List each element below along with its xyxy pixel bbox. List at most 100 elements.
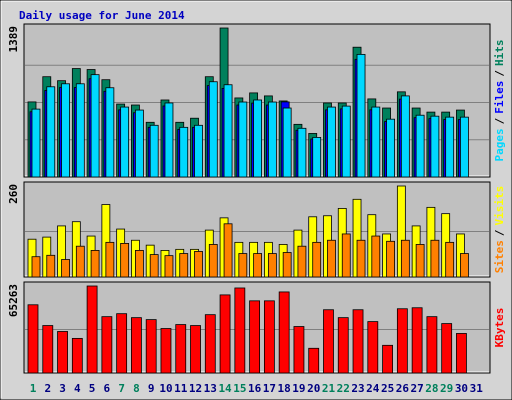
bar	[253, 253, 263, 278]
x-tick-label: 17	[263, 382, 276, 395]
bar	[120, 106, 130, 178]
x-tick-label: 6	[104, 382, 111, 395]
bar	[456, 333, 467, 374]
bar	[179, 126, 189, 178]
x-tick-label: 16	[248, 382, 262, 395]
bar	[101, 316, 113, 374]
x-tick-label: 4	[74, 382, 81, 395]
x-tick-label: 31	[470, 382, 484, 395]
bar	[164, 102, 174, 178]
x-tick-label: 18	[278, 382, 291, 395]
bar	[179, 253, 189, 278]
x-tick-label: 15	[233, 382, 246, 395]
bar	[356, 53, 366, 178]
bar	[267, 253, 277, 278]
x-tick-label: 10	[159, 382, 172, 395]
bar	[460, 253, 469, 278]
legend: KBytes	[493, 308, 506, 348]
bar	[400, 239, 410, 278]
bar	[293, 326, 305, 374]
x-tick-label: 5	[89, 382, 96, 395]
bar	[263, 300, 275, 374]
bar	[249, 300, 261, 374]
x-tick-label: 27	[411, 382, 424, 395]
bar	[371, 235, 381, 278]
bar	[27, 304, 39, 374]
legend-separator: /	[493, 70, 506, 77]
x-tick-label: 7	[118, 382, 125, 395]
bar	[61, 83, 70, 178]
bar	[312, 241, 322, 278]
bar	[46, 86, 56, 178]
x-tick-label: 21	[322, 382, 336, 395]
bar	[238, 253, 248, 278]
bar	[42, 325, 54, 374]
x-tick-label: 19	[292, 382, 305, 395]
bar	[445, 116, 455, 178]
y-axis-max-label: 65263	[7, 284, 20, 317]
bar	[175, 324, 187, 374]
bar	[190, 325, 201, 374]
bar	[105, 241, 115, 278]
bar	[31, 108, 41, 178]
legend-entry: Visits	[493, 186, 506, 226]
bar	[57, 331, 68, 374]
bar	[267, 101, 277, 178]
x-tick-label: 9	[148, 382, 155, 395]
x-tick-label: 2	[44, 382, 51, 395]
bar	[426, 316, 438, 374]
bar	[327, 239, 336, 278]
bar	[234, 287, 246, 374]
x-tick-label: 12	[189, 382, 202, 395]
x-tick-label: 25	[381, 382, 394, 395]
bar	[441, 323, 453, 374]
bar	[86, 285, 98, 374]
bar	[75, 83, 85, 178]
bar	[135, 109, 144, 178]
bar	[208, 81, 218, 178]
bar	[341, 233, 351, 278]
y-axis-max-label: 1389	[7, 26, 20, 53]
bar	[120, 242, 130, 278]
bar	[308, 347, 320, 374]
x-tick-label: 29	[440, 382, 453, 395]
bar	[223, 223, 233, 278]
bar	[337, 317, 349, 374]
bar	[61, 259, 70, 278]
x-tick-label: 26	[396, 382, 410, 395]
bar	[352, 309, 364, 374]
bar	[297, 127, 307, 178]
bar	[204, 314, 216, 374]
x-tick-label: 22	[337, 382, 350, 395]
legend-separator: /	[493, 117, 506, 124]
bar	[75, 245, 85, 278]
bar	[105, 87, 115, 178]
bar	[411, 307, 423, 374]
x-tick-label: 23	[351, 382, 364, 395]
chart-title: Daily usage for June 2014	[19, 9, 185, 22]
bar	[445, 241, 455, 278]
bar	[356, 239, 366, 278]
bar	[149, 254, 159, 278]
bar	[145, 319, 157, 374]
bar	[90, 74, 100, 178]
legend-entry: Pages	[493, 128, 506, 161]
bar	[164, 255, 174, 278]
bar	[253, 99, 263, 178]
bar	[71, 337, 83, 374]
bar	[208, 244, 218, 278]
bar	[460, 116, 469, 178]
bar	[90, 249, 100, 278]
bar	[396, 308, 408, 374]
bar	[386, 240, 395, 278]
bar	[371, 106, 381, 178]
bar	[149, 124, 159, 178]
bar	[400, 95, 410, 178]
x-tick-label: 1	[30, 382, 37, 395]
bar	[278, 291, 290, 374]
x-tick-label: 14	[218, 382, 232, 395]
bar	[415, 114, 425, 178]
x-tick-label: 30	[455, 382, 468, 395]
bar	[31, 256, 41, 278]
bar	[327, 106, 336, 178]
